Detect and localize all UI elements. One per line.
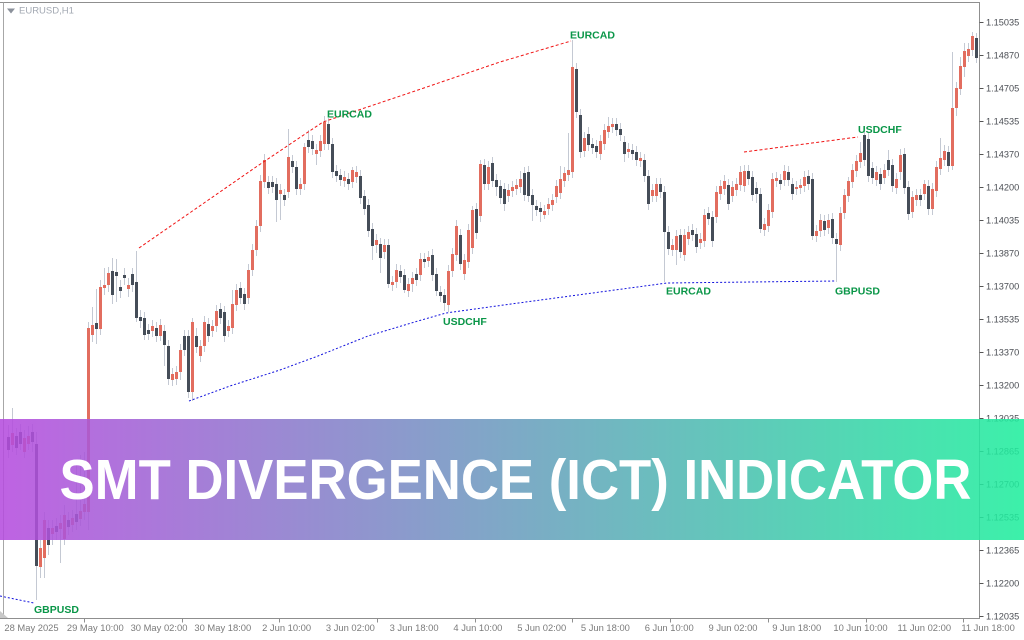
svg-text:5 Jun 02:00: 5 Jun 02:00 [517,622,566,633]
svg-text:USDCHF: USDCHF [858,124,902,136]
svg-text:9 Jun 18:00: 9 Jun 18:00 [772,622,821,633]
svg-text:1.13370: 1.13370 [986,348,1019,358]
svg-text:1.14870: 1.14870 [986,51,1019,61]
svg-text:3 Jun 18:00: 3 Jun 18:00 [390,622,439,633]
svg-text:1.12035: 1.12035 [986,612,1019,622]
svg-text:1.12365: 1.12365 [986,546,1019,556]
svg-text:1.13700: 1.13700 [986,282,1019,292]
svg-text:USDCHF: USDCHF [443,316,487,328]
svg-text:2 Jun 10:00: 2 Jun 10:00 [262,622,311,633]
svg-text:30 May 18:00: 30 May 18:00 [194,622,251,633]
svg-text:4 Jun 10:00: 4 Jun 10:00 [453,622,502,633]
svg-text:5 Jun 18:00: 5 Jun 18:00 [581,622,630,633]
svg-text:EURUSD,H1: EURUSD,H1 [19,6,74,17]
svg-text:1.13035: 1.13035 [986,414,1019,424]
svg-text:1.13870: 1.13870 [986,249,1019,259]
svg-text:SMT DIVERGENCE (ICT) INDICATOR: SMT DIVERGENCE (ICT) INDICATOR [60,448,972,512]
svg-text:11 Jun 02:00: 11 Jun 02:00 [898,622,952,633]
svg-text:EURCAD: EURCAD [570,30,615,42]
svg-text:30 May 02:00: 30 May 02:00 [131,622,188,633]
svg-text:1.14705: 1.14705 [986,84,1019,94]
svg-text:1.12200: 1.12200 [986,579,1019,589]
svg-text:1.14535: 1.14535 [986,117,1019,127]
svg-text:EURCAD: EURCAD [327,109,372,121]
svg-text:3 Jun 02:00: 3 Jun 02:00 [326,622,375,633]
svg-text:28 May 2025: 28 May 2025 [4,622,58,633]
svg-text:6 Jun 10:00: 6 Jun 10:00 [645,622,694,633]
svg-text:11 Jun 18:00: 11 Jun 18:00 [961,622,1015,633]
svg-text:10 Jun 10:00: 10 Jun 10:00 [833,622,887,633]
svg-text:EURCAD: EURCAD [666,286,711,298]
svg-text:1.13535: 1.13535 [986,315,1019,325]
svg-text:29 May 10:00: 29 May 10:00 [67,622,124,633]
svg-text:GBPUSD: GBPUSD [835,286,880,298]
svg-text:1.14200: 1.14200 [986,183,1019,193]
svg-text:1.14370: 1.14370 [986,150,1019,160]
svg-text:1.14035: 1.14035 [986,216,1019,226]
svg-text:1.13200: 1.13200 [986,381,1019,391]
svg-text:1.15035: 1.15035 [986,18,1019,28]
svg-text:GBPUSD: GBPUSD [34,604,79,616]
svg-text:9 Jun 02:00: 9 Jun 02:00 [709,622,758,633]
